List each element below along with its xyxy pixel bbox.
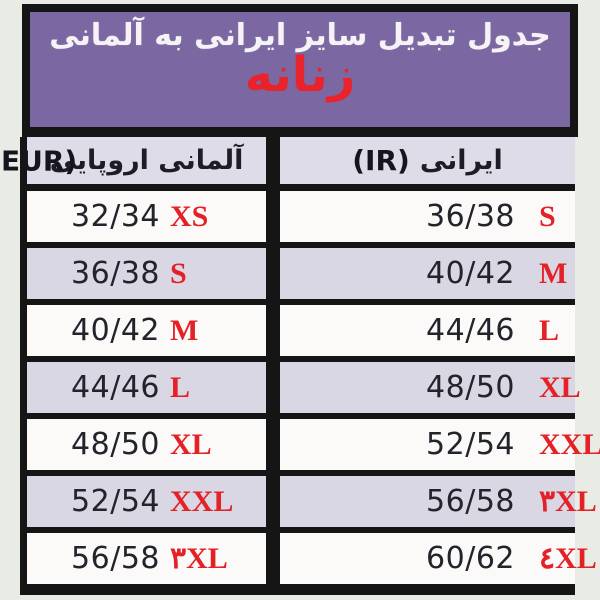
eur-size-cell: 36/38 S [27, 248, 280, 299]
ir-size-value: 60/62 [426, 541, 515, 576]
eur-size-value: 48/50 [71, 427, 160, 462]
eur-size-value: 56/58 [71, 541, 160, 576]
table-row: 36/38 S 40/42 M [27, 248, 575, 305]
eur-size-value: 52/54 [71, 484, 160, 519]
eur-size-cell: 40/42 M [27, 305, 280, 356]
eur-size-cell: 52/54 XXL [27, 476, 280, 527]
ir-size-value: 44/46 [426, 313, 515, 348]
eur-size-cell: 56/58 ۳XL [27, 533, 280, 584]
header-ir-label: ایرانی [419, 145, 503, 176]
chart-subtitle: زنانه [244, 46, 356, 103]
table-row: 52/54 XXL 56/58 ۳XL [27, 476, 597, 533]
header-eur-label: آلمانی اروپایی [49, 145, 244, 176]
table-header-row: EUR) آلمانی اروپایی (IR) ایرانی [1, 137, 575, 191]
ir-size-cell: 36/38 S [280, 191, 575, 242]
ir-size-value: 36/38 [426, 199, 515, 234]
header-cell-eur: EUR) آلمانی اروپایی [1, 137, 280, 184]
ir-size-label: ٤XL [539, 542, 597, 575]
table-row: 32/34 XS 36/38 S [27, 191, 575, 248]
ir-size-label: XL [539, 370, 581, 404]
eur-size-label: M [170, 313, 199, 347]
title-banner: جدول تبدیل سایز ایرانی به آلمانی زنانه [22, 4, 578, 137]
table-row: 40/42 M 44/46 L [27, 305, 575, 362]
table-row: 48/50 XL 52/54 XXL [27, 419, 600, 476]
ir-size-value: 48/50 [426, 370, 515, 405]
eur-size-label: XS [170, 199, 209, 233]
ir-size-value: 40/42 [426, 256, 515, 291]
ir-size-value: 56/58 [426, 484, 515, 519]
eur-size-label: ۳XL [170, 542, 228, 575]
header-ir-code: (IR) [352, 144, 410, 177]
eur-size-cell: 44/46 L [27, 362, 280, 413]
chart-title: جدول تبدیل سایز ایرانی به آلمانی [49, 18, 551, 53]
eur-size-label: XXL [170, 484, 234, 518]
table-row: 56/58 ۳XL 60/62 ٤XL [27, 533, 597, 595]
header-eur-code: EUR) [1, 144, 78, 177]
ir-size-label: ۳XL [539, 485, 597, 518]
ir-size-cell: 52/54 XXL [280, 419, 600, 470]
ir-size-label: M [539, 256, 568, 290]
size-conversion-table: EUR) آلمانی اروپایی (IR) ایرانی 32/34 XS… [1, 137, 600, 595]
eur-size-value: 36/38 [71, 256, 160, 291]
eur-size-value: 40/42 [71, 313, 160, 348]
ir-size-cell: 48/50 XL [280, 362, 581, 413]
eur-size-label: XL [170, 427, 212, 461]
ir-size-label: S [539, 199, 556, 233]
eur-size-cell: 32/34 XS [27, 191, 280, 242]
ir-size-cell: 56/58 ۳XL [280, 476, 597, 527]
ir-size-value: 52/54 [426, 427, 515, 462]
ir-size-label: XXL [539, 427, 600, 461]
eur-size-cell: 48/50 XL [27, 419, 280, 470]
eur-size-value: 44/46 [71, 370, 160, 405]
table-row: 44/46 L 48/50 XL [27, 362, 581, 419]
eur-size-label: S [170, 256, 187, 290]
eur-size-label: L [170, 370, 191, 404]
header-cell-ir: (IR) ایرانی [280, 137, 575, 184]
ir-size-cell: 44/46 L [280, 305, 575, 356]
ir-size-label: L [539, 313, 560, 347]
ir-size-cell: 60/62 ٤XL [280, 533, 597, 584]
ir-size-cell: 40/42 M [280, 248, 575, 299]
eur-size-value: 32/34 [71, 199, 160, 234]
